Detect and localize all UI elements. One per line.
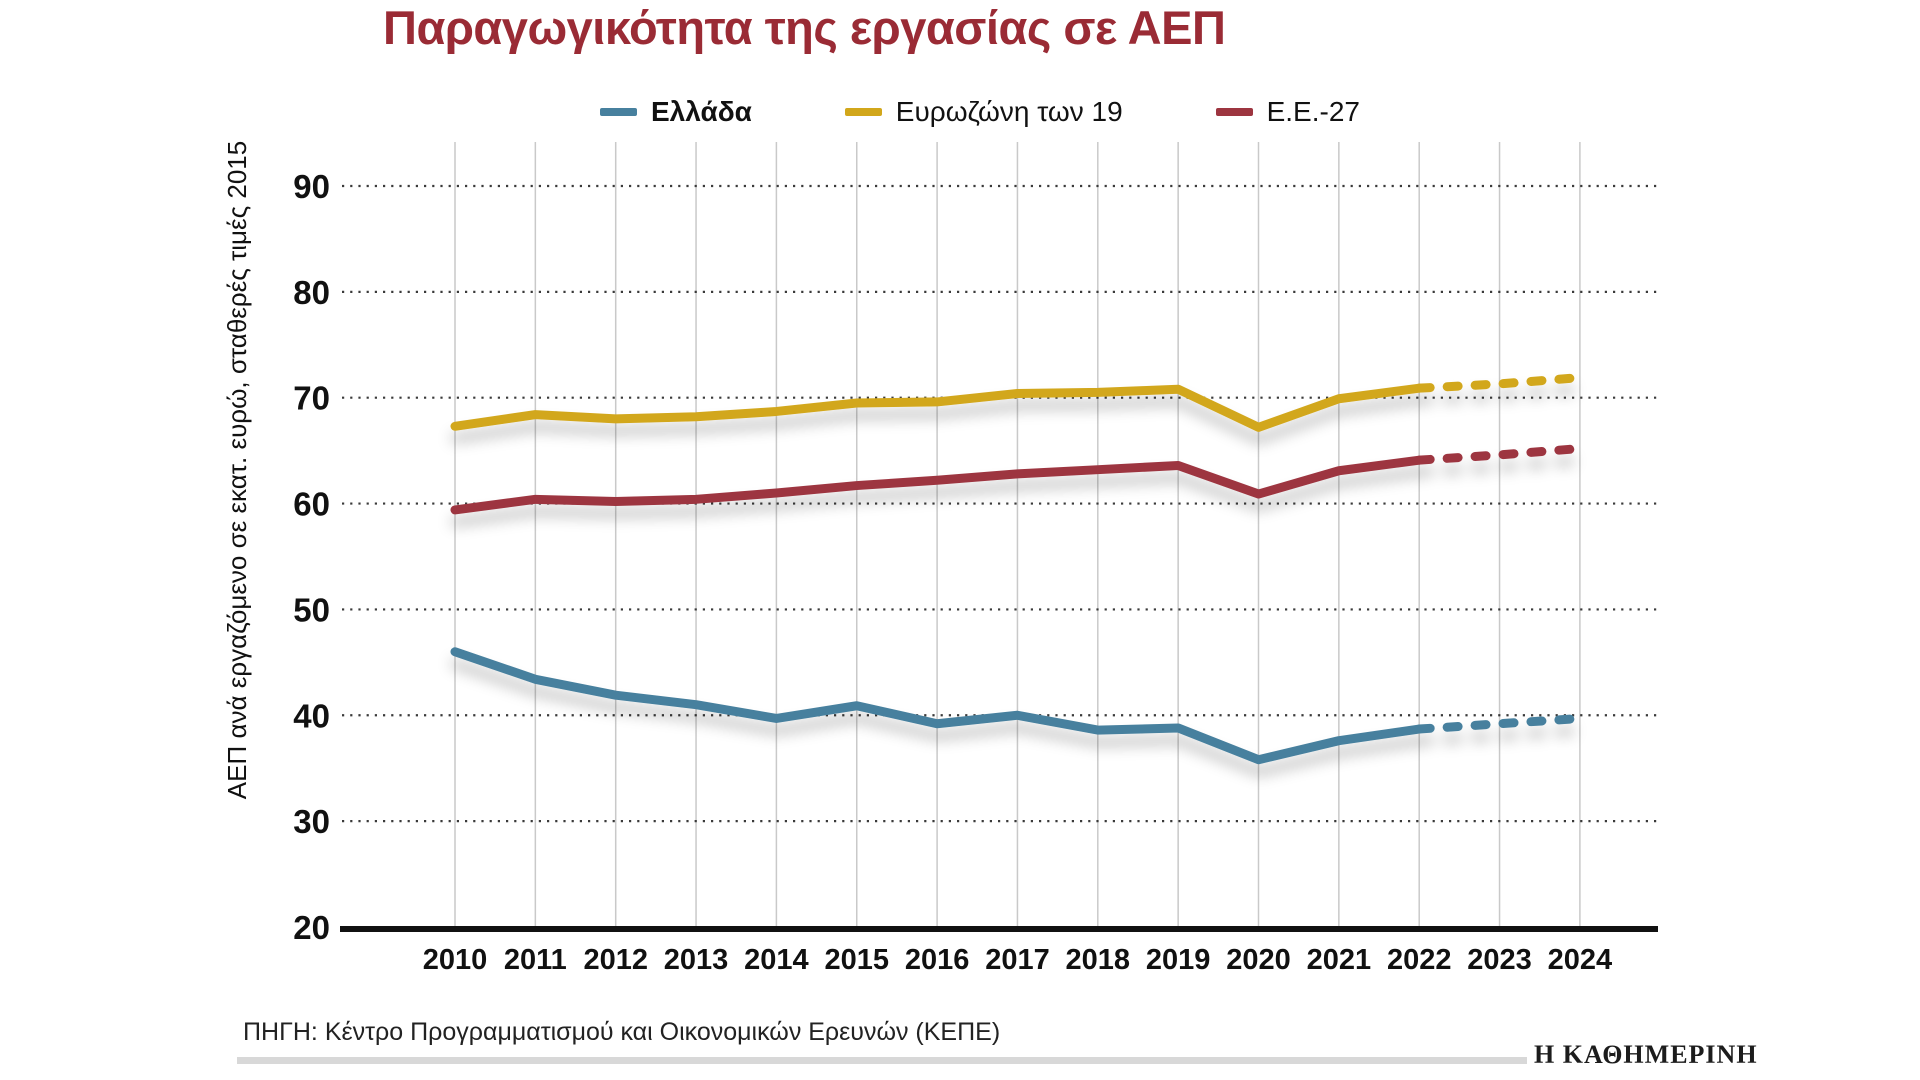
source-note: ΠΗΓΗ: Κέντρο Προγραμματισμού και Οικονομ… [243,1018,1001,1046]
y-axis-tick-labels: 20 30 40 50 60 70 80 90 [293,168,330,946]
series-line-solid-Ε.Ε.-27 [450,455,1424,515]
y-tick-label-90: 90 [293,168,330,205]
y-tick-label-20: 20 [293,909,330,946]
x-tick-label-2020: 2020 [1226,944,1291,976]
y-tick-label-40: 40 [293,697,330,734]
x-axis-tick-labels: 2010 2011 2012 2013 2014 2015 2016 2017 2018 2019… [423,944,1612,976]
y-tick-label-50: 50 [293,591,330,628]
x-tick-label-2013: 2013 [664,944,729,976]
legend-swatch-eurozone19-icon [844,108,882,116]
vertical-gridlines [454,142,1581,927]
x-tick-label-2017: 2017 [985,944,1050,976]
series-line-solid-Ελλάδα [450,647,1424,765]
x-tick-label-2016: 2016 [905,944,970,976]
x-tick-label-2012: 2012 [583,944,648,976]
chart-title: Παραγωγικότητα της εργασίας σε ΑΕΠ [383,1,1226,54]
y-tick-label-70: 70 [293,380,330,417]
y-tick-label-80: 80 [293,274,330,311]
series-line-projection-Ευρωζώνη των 19 [1414,373,1585,393]
legend: Ελλάδα Ευρωζώνη των 19 Ε.Ε.-27 [600,96,1360,128]
y-axis-title: ΑΕΠ ανά εργαζόμενο σε εκατ. ευρώ, σταθερ… [222,141,252,799]
x-tick-label-2024: 2024 [1548,944,1613,976]
series-line-projection-Ε.Ε.-27 [1414,444,1585,465]
x-tick-label-2022: 2022 [1387,944,1452,976]
x-tick-label-2010: 2010 [423,944,488,976]
series-line-projection-Ελλάδα [1414,713,1585,734]
legend-swatch-greece-icon [600,108,637,116]
x-tick-label-2018: 2018 [1066,944,1131,976]
x-tick-label-2019: 2019 [1146,944,1211,976]
y-tick-label-30: 30 [293,803,330,840]
legend-item-eurozone19: Ευρωζώνη των 19 [844,96,1123,128]
legend-item-greece: Ελλάδα [600,96,752,128]
legend-swatch-eu27-icon [1215,108,1253,116]
x-tick-label-2014: 2014 [744,944,809,976]
series-line-solid-Ευρωζώνη των 19 [450,383,1424,432]
legend-label-eurozone19: Ευρωζώνη των 19 [895,96,1123,127]
y-tick-label-60: 60 [293,486,330,523]
x-tick-label-2015: 2015 [824,944,889,976]
footer-divider [237,1057,1527,1064]
legend-label-greece: Ελλάδα [651,96,752,127]
legend-label-eu27: Ε.Ε.-27 [1266,96,1360,127]
brand-logo: Η ΚΑΘΗΜΕΡΙΝΗ [1534,1040,1758,1069]
series-lines [450,373,1585,765]
x-tick-label-2011: 2011 [504,944,567,976]
x-tick-label-2023: 2023 [1467,944,1532,976]
series-Ευρωζώνη των 19 [450,373,1585,432]
x-tick-label-2021: 2021 [1307,944,1372,976]
series-Ελλάδα [450,647,1585,765]
series-Ε.Ε.-27 [450,444,1585,515]
legend-item-eu27: Ε.Ε.-27 [1215,96,1360,128]
